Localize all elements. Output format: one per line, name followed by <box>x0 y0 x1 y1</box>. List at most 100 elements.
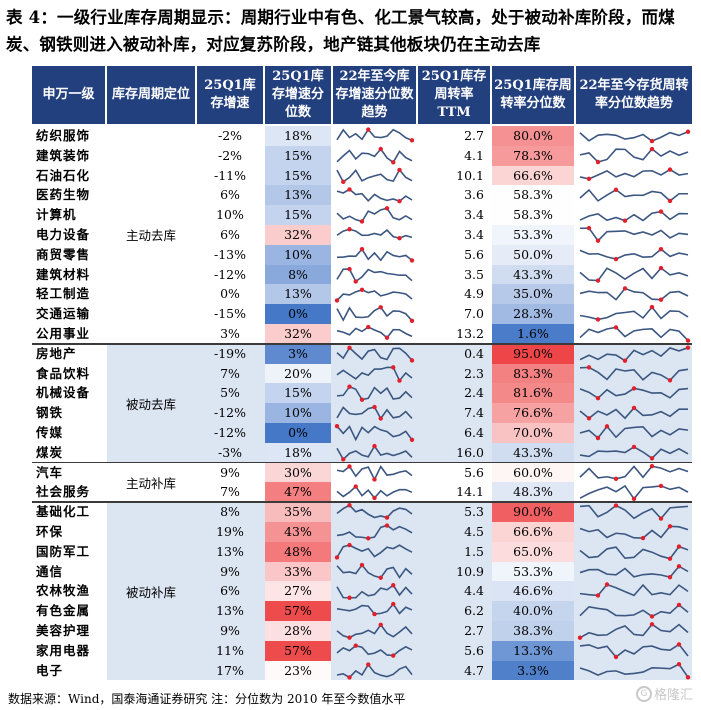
turnover-percentile: 13.3% <box>492 640 574 661</box>
watermark-text: 格隆汇 <box>653 688 693 703</box>
sparkline-extreme-dot <box>384 515 390 520</box>
sparkline-extreme-dot <box>595 435 601 441</box>
sparkline-extreme-dot <box>397 167 402 172</box>
sparkline-extreme-dot <box>378 622 383 627</box>
growth-trend-sparkline <box>334 287 413 304</box>
inventory-growth-percentile: 33% <box>265 561 331 582</box>
sparkline-extreme-dot <box>586 416 592 421</box>
turnover-percentile: 66.6% <box>492 165 574 186</box>
inventory-growth-percentile: 32% <box>265 324 331 344</box>
sparkline-extreme-dot <box>649 622 655 627</box>
column-header: 25Q1库存增速 <box>197 66 263 124</box>
column-header-label: 22年至今存货周转率分位数趋势 <box>579 78 689 111</box>
industry-name: 交通运输 <box>36 306 91 322</box>
turnover-trend-sparkline <box>579 325 691 343</box>
cycle-group-label: 主动去库 <box>125 228 176 244</box>
table-row: 医药生物 6% 13% 3.6 58.3% <box>32 185 692 206</box>
turnover-trend-sparkline <box>579 484 689 502</box>
turnover-trend-sparkline <box>579 225 689 243</box>
column-header-label: 25Q1库存增速分位数 <box>271 69 324 120</box>
industry-name: 汽车 <box>36 464 64 480</box>
table-row: 通信 9% 33% 10.9 53.3% <box>32 561 692 582</box>
sparkline-path <box>336 346 413 361</box>
inventory-growth-percentile: 47% <box>265 482 331 503</box>
table-row: 轻工制造 0% 13% 4.9 35.0% <box>32 284 692 305</box>
sparkline-extreme-dot <box>667 166 673 172</box>
sparkline-extreme-dot <box>347 595 352 601</box>
sparkline-extreme-dot <box>658 265 664 270</box>
inventory-growth-percentile: 15% <box>265 165 331 186</box>
inventory-growth: 3% <box>220 326 240 341</box>
sparkline-extreme-dot <box>334 423 340 429</box>
column-header-label: 申万一级 <box>42 87 95 102</box>
inventory-growth-percentile: 18% <box>265 126 331 146</box>
inventory-growth: 6% <box>220 227 240 242</box>
turnover-percentile: 60.0% <box>492 462 574 483</box>
turnover-ttm: 16.0 <box>456 444 484 460</box>
sparkline-path <box>579 643 689 658</box>
growth-trend-sparkline <box>336 562 413 580</box>
industry-name: 建筑材料 <box>36 266 91 282</box>
sparkline-extreme-dot <box>347 384 352 390</box>
inventory-growth-percentile: 27% <box>265 581 331 602</box>
watermark: G 格隆汇 <box>635 684 693 703</box>
turnover-percentile: 46.6% <box>492 581 574 602</box>
sparkline-extreme-dot <box>667 574 673 579</box>
sparkline-path <box>336 267 413 283</box>
sparkline-extreme-dot <box>353 484 358 490</box>
turnover-ttm: 13.2 <box>456 326 484 341</box>
sparkline-path <box>336 306 413 322</box>
sparkline-extreme-dot <box>658 209 664 214</box>
sparkline-extreme-dot <box>353 278 358 284</box>
sparkline-path <box>579 425 689 440</box>
column-header-label: 25Q1库存周转率TTM <box>421 69 487 120</box>
sparkline-extreme-dot <box>384 523 390 528</box>
sparkline-extreme-dot <box>372 443 377 449</box>
growth-trend-sparkline <box>336 583 413 601</box>
sparkline-extreme-dot <box>595 593 601 599</box>
turnover-ttm: 4.7 <box>464 662 484 678</box>
turnover-percentile: 78.3% <box>492 145 574 166</box>
turnover-trend-sparkline <box>579 424 689 441</box>
industry-name: 公用事业 <box>36 326 91 341</box>
turnover-percentile: 76.6% <box>492 403 574 423</box>
turnover-percentile: 58.3% <box>492 205 574 225</box>
industry-name: 医药生物 <box>36 187 91 203</box>
inventory-growth: -2% <box>217 128 243 143</box>
group-divider <box>32 461 692 464</box>
sparkline-extreme-dot <box>595 317 601 322</box>
inventory-growth: 6% <box>220 583 240 599</box>
growth-trend-sparkline <box>336 405 413 421</box>
turnover-trend-sparkline <box>579 345 691 363</box>
industry-name: 通信 <box>36 563 64 579</box>
turnover-ttm: 2.7 <box>464 623 484 638</box>
sparkline-extreme-dot <box>685 338 691 343</box>
turnover-percentile: 1.6% <box>492 324 574 344</box>
table-row: 有色金属 13% 57% 6.2 40.0% <box>32 601 692 621</box>
industry-name: 有色金属 <box>36 603 91 619</box>
industry-name: 美容护理 <box>36 623 91 638</box>
sparkline-path <box>579 266 689 281</box>
sparkline-path <box>579 189 689 203</box>
sparkline-extreme-dot <box>397 199 402 204</box>
table-row: 公用事业 3% 32% 13.2 1.6% <box>32 324 692 344</box>
turnover-trend-sparkline <box>579 187 689 204</box>
sparkline-extreme-dot <box>613 187 619 193</box>
sparkline-extreme-dot <box>359 219 365 224</box>
sparkline-extreme-dot <box>409 258 415 263</box>
column-header: 22年至今库存增速分位数趋势 <box>333 66 416 124</box>
cycle-group-label: 被动去库 <box>125 396 176 412</box>
inventory-growth: -19% <box>213 345 246 361</box>
sparkline-path <box>336 207 413 223</box>
inventory-growth: 6% <box>220 187 240 203</box>
sparkline-extreme-dot <box>384 335 390 340</box>
industry-name: 轻工制造 <box>36 286 91 302</box>
turnover-ttm: 3.4 <box>464 227 484 242</box>
inventory-growth-percentile: 13% <box>265 185 331 206</box>
group-divider <box>32 501 692 503</box>
industry-name: 纺织服饰 <box>36 128 91 143</box>
inventory-growth: -12% <box>213 266 246 282</box>
inventory-growth: 19% <box>216 524 244 539</box>
turnover-trend-sparkline <box>579 563 689 579</box>
sparkline-path <box>579 168 689 180</box>
